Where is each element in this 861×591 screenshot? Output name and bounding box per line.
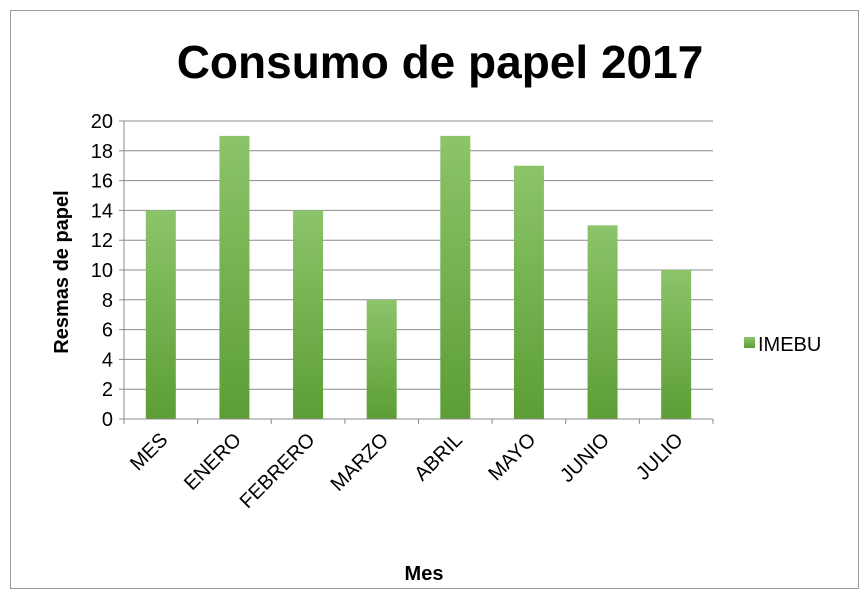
gridlines <box>124 120 713 390</box>
y-axis-ticks: 0 2 4 6 8 10 12 14 16 18 20 <box>91 111 124 431</box>
y-tick-label: 18 <box>91 141 113 163</box>
y-axis-label: Resmas de papel <box>51 190 73 353</box>
x-tick-label: MES <box>126 429 172 475</box>
x-tick-label: FEBRERO <box>236 429 320 513</box>
y-tick-label: 2 <box>102 379 113 401</box>
x-tick-label: ABRIL <box>410 429 466 485</box>
chart-title: Consumo de papel 2017 <box>177 36 704 88</box>
y-tick-label: 4 <box>102 349 113 371</box>
legend-swatch <box>744 337 755 348</box>
x-tick-label: MAYO <box>484 429 540 485</box>
y-tick-label: 12 <box>91 230 113 252</box>
y-tick-label: 6 <box>102 320 113 342</box>
bar <box>587 225 618 419</box>
x-tick-label: JULIO <box>632 429 688 485</box>
y-tick-label: 14 <box>91 200 113 222</box>
bar <box>513 165 544 419</box>
bar <box>145 210 176 419</box>
bar <box>293 210 324 419</box>
y-tick-label: 0 <box>102 409 113 431</box>
y-tick-label: 8 <box>102 290 113 312</box>
bar <box>661 270 692 419</box>
y-tick-label: 20 <box>91 111 113 133</box>
legend-label: IMEBU <box>758 334 821 356</box>
bar <box>219 135 250 419</box>
bar <box>440 135 471 419</box>
x-tick-label: JUNIO <box>556 429 614 487</box>
y-tick-label: 10 <box>91 260 113 282</box>
bar <box>366 299 397 419</box>
x-axis-label: Mes <box>405 563 444 585</box>
x-tick-label: ENERO <box>180 429 246 495</box>
legend: IMEBU <box>744 334 821 356</box>
bars <box>145 135 692 419</box>
y-tick-label: 16 <box>91 171 113 193</box>
x-tick-label: MARZO <box>327 429 394 496</box>
